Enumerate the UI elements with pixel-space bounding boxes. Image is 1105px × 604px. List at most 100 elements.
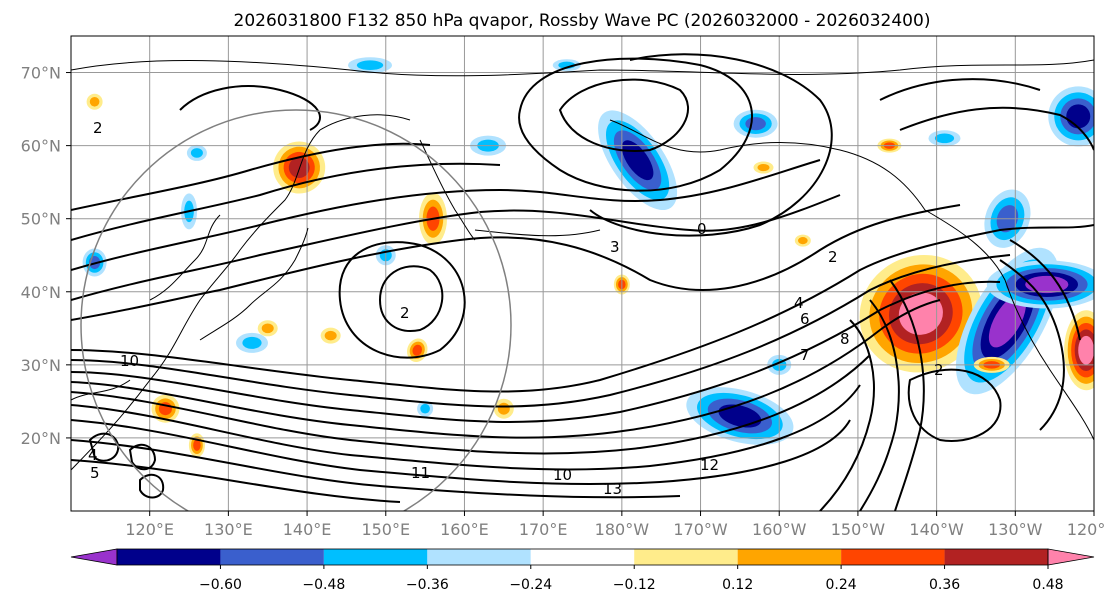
contour-line: [71, 354, 871, 455]
negative-anomaly-small: [190, 148, 203, 158]
lat-tick-label: 30°N: [21, 356, 61, 375]
contour-label: 8: [840, 330, 850, 348]
negative-anomaly-subtropics: [718, 404, 762, 428]
positive-anomaly-mexico: [1078, 335, 1094, 365]
contour-line: [999, 259, 1065, 431]
negative-anomaly-canada: [1066, 104, 1091, 129]
contour-label: 10: [553, 466, 572, 484]
colorbar-tick-label: −0.36: [406, 577, 449, 593]
colorbar-tick-label: 0.48: [1032, 577, 1063, 593]
contour-label: 3: [610, 238, 620, 256]
negative-anomaly-west-coast: [988, 294, 1026, 348]
colorbar-tick-label: −0.60: [199, 577, 242, 593]
contour-line: [338, 241, 466, 359]
coastline: [71, 59, 1094, 77]
contour-line: [71, 459, 401, 503]
lon-tick-label: 180°W: [595, 520, 650, 539]
contour-line: [879, 78, 1041, 101]
contour-line: [128, 443, 157, 471]
contour-line: [378, 265, 444, 332]
contour-label: 12: [700, 456, 719, 474]
colorbar-segment: [944, 549, 1048, 565]
contour-line: [889, 279, 925, 511]
colorbar-tick-label: 0.12: [722, 577, 753, 593]
positive-anomaly-small: [798, 237, 808, 245]
coastline: [419, 139, 476, 241]
negative-anomaly-alaska: [745, 117, 766, 131]
colorbar-segment: [530, 549, 635, 565]
contour-line: [859, 299, 900, 511]
contour-line: [71, 162, 501, 241]
reference-circle: [80, 109, 512, 511]
contour-line: [71, 384, 861, 471]
contour-line: [518, 57, 754, 192]
positive-anomaly-small: [261, 323, 274, 334]
negative-anomaly-small: [934, 133, 955, 144]
positive-anomaly-small: [412, 344, 423, 356]
contour-label: 6: [800, 310, 810, 328]
positive-anomaly-okhotsk: [288, 157, 310, 178]
longitude-axis: 120°E 130°E 140°E 150°E 160°E 170°E 180°W 170°W…: [125, 511, 1105, 539]
lon-tick-label: 130°W: [988, 520, 1043, 539]
lon-tick-label: 170°E: [519, 520, 568, 539]
coastline: [609, 119, 926, 211]
lat-tick-label: 70°N: [21, 64, 61, 83]
contour-line: [589, 53, 833, 237]
contour-line: [71, 204, 961, 321]
colorbar-tick-label: −0.12: [613, 577, 656, 593]
lon-tick-label: 120°W: [1067, 520, 1105, 539]
lon-tick-label: 140°E: [283, 520, 332, 539]
contour-line: [907, 368, 1002, 442]
contour-line: [71, 194, 841, 301]
lon-tick-label: 160°E: [440, 520, 489, 539]
height-contours: [71, 53, 1094, 511]
coastline: [71, 114, 411, 471]
colorbar-extend-min: [70, 548, 118, 566]
lon-tick-label: 160°W: [752, 520, 807, 539]
lat-tick-label: 40°N: [21, 283, 61, 302]
colorbar-segment: [220, 549, 324, 565]
contour-line: [558, 78, 690, 152]
contour-line: [71, 299, 941, 439]
lat-tick-label: 20°N: [21, 429, 61, 448]
negative-anomaly-west-coast: [1025, 275, 1069, 294]
contour-label: 7: [800, 346, 810, 364]
negative-anomaly-small: [356, 60, 384, 71]
contour-line: [71, 142, 431, 211]
positive-anomaly-small: [324, 330, 337, 341]
lon-tick-label: 120°E: [125, 520, 174, 539]
coastline: [924, 209, 1094, 441]
contour-line: [899, 106, 1094, 151]
lon-tick-label: 150°E: [361, 520, 410, 539]
colorbar-segment: [634, 549, 738, 565]
contour-label: 10: [120, 352, 139, 370]
contour-label: 4: [88, 446, 98, 464]
colorbar: −0.60 −0.48 −0.36 −0.24 −0.12 0.12 0.24 0.36 0.4…: [70, 548, 1095, 593]
coastline: [149, 214, 221, 301]
plot-title: 2026031800 F132 850 hPa qvapor, Rossby W…: [234, 11, 931, 31]
latitude-axis: 70°N 60°N 50°N 40°N 30°N 20°N: [21, 64, 71, 448]
colorbar-extend-max: [1047, 548, 1095, 566]
graticule: [71, 36, 1094, 511]
contour-label: 0: [697, 220, 707, 238]
contour-line: [819, 319, 875, 511]
negative-anomaly-small: [242, 336, 262, 349]
contour-line: [71, 439, 681, 499]
colorbar-segment: [841, 549, 945, 565]
lon-tick-label: 140°W: [909, 520, 964, 539]
contour-label: 11: [411, 464, 430, 482]
positive-anomaly-small: [89, 96, 100, 107]
positive-anomaly-small: [497, 402, 510, 415]
contour-label: 2: [828, 248, 838, 266]
contour-line: [71, 254, 1011, 408]
lat-tick-label: 50°N: [21, 210, 61, 229]
coastline: [71, 379, 131, 401]
contour-line: [1009, 239, 1081, 341]
lon-tick-label: 170°W: [673, 520, 728, 539]
colorbar-tick-label: −0.24: [509, 577, 552, 593]
colorbar-segment: [427, 549, 531, 565]
contour-line: [139, 473, 165, 499]
colorbar-frame: [116, 548, 1049, 566]
